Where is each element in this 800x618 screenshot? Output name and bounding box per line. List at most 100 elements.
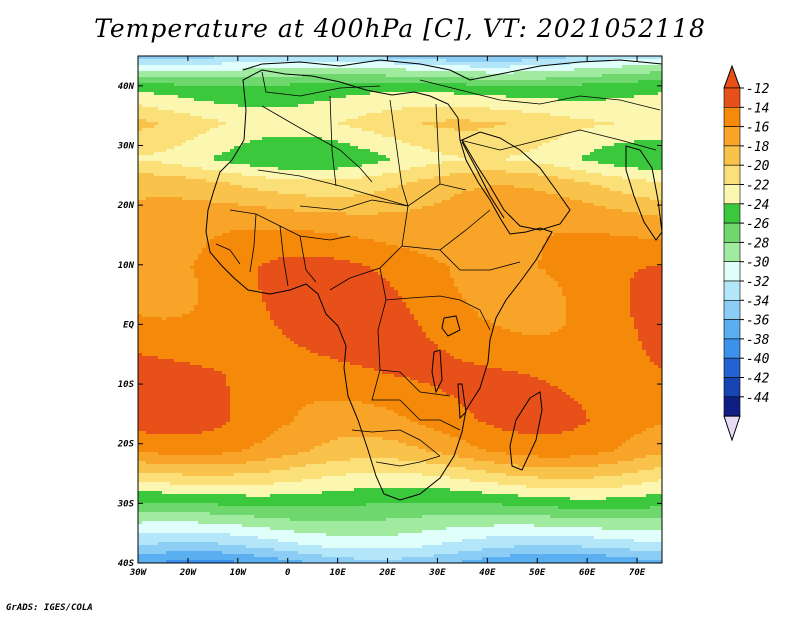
- field-cell: [138, 164, 183, 168]
- field-cell: [634, 95, 662, 99]
- field-cell: [454, 194, 559, 198]
- field-cell: [410, 143, 543, 147]
- field-cell: [186, 140, 251, 144]
- field-cell: [522, 59, 611, 63]
- colorbar-box: [723, 87, 741, 108]
- field-cell: [182, 164, 251, 168]
- field-cell: [226, 122, 339, 126]
- field-cell: [142, 521, 199, 525]
- field-cell: [486, 449, 615, 453]
- field-cell: [138, 269, 195, 273]
- field-cell: [510, 65, 623, 69]
- field-cell: [518, 431, 563, 435]
- field-cell: [290, 518, 387, 522]
- field-cell: [138, 503, 219, 507]
- field-cell: [438, 347, 643, 351]
- field-cell: [466, 158, 507, 162]
- field-cell: [202, 116, 359, 120]
- field-cell: [458, 401, 579, 405]
- field-cell: [638, 212, 662, 216]
- field-cell: [138, 155, 215, 159]
- field-cell: [338, 233, 555, 237]
- field-cell: [586, 416, 662, 420]
- field-cell: [542, 245, 662, 249]
- field-cell: [462, 359, 651, 363]
- field-cell: [278, 167, 339, 171]
- lat-tick-label: 20S: [117, 440, 135, 450]
- field-cell: [494, 524, 535, 528]
- field-cell: [626, 440, 662, 444]
- field-cell: [170, 482, 275, 486]
- field-cell: [634, 272, 662, 276]
- field-cell: [138, 317, 163, 321]
- field-cell: [222, 452, 299, 456]
- field-cell: [258, 266, 371, 270]
- field-cell: [658, 365, 662, 369]
- field-cell: [270, 317, 415, 321]
- field-cell: [634, 458, 662, 462]
- field-cell: [478, 170, 507, 174]
- field-cell: [290, 83, 467, 87]
- colorbar-box: [723, 145, 741, 166]
- field-cell: [566, 305, 631, 309]
- lat-tick-label: 10N: [118, 261, 135, 271]
- field-cell: [270, 260, 351, 264]
- field-cell: [322, 554, 435, 558]
- field-cell: [138, 557, 279, 561]
- field-cell: [362, 263, 447, 267]
- field-cell: [634, 140, 662, 144]
- field-cell: [138, 248, 203, 252]
- field-cell: [214, 155, 387, 159]
- field-cell: [298, 551, 459, 555]
- field-cell: [138, 410, 231, 414]
- field-cell: [138, 101, 215, 105]
- field-cell: [622, 485, 662, 489]
- field-cell: [546, 77, 662, 81]
- field-cell: [258, 281, 391, 285]
- field-cell: [226, 380, 419, 384]
- field-cell: [622, 473, 662, 477]
- colorbar-box: [723, 319, 741, 340]
- field-cell: [466, 440, 627, 444]
- field-cell: [258, 188, 387, 192]
- field-cell: [502, 368, 662, 372]
- field-cell: [138, 242, 207, 246]
- field-cell: [138, 230, 231, 234]
- field-cell: [138, 182, 231, 186]
- field-cell: [270, 527, 447, 531]
- field-cell: [510, 329, 559, 333]
- temperature-field: [138, 56, 662, 563]
- field-cell: [250, 140, 339, 144]
- field-cell: [278, 428, 435, 432]
- field-cell: [374, 131, 571, 135]
- field-cell: [422, 545, 515, 549]
- colorbar-label: -22: [746, 179, 770, 194]
- field-cell: [230, 419, 295, 423]
- field-cell: [442, 152, 523, 156]
- field-cell: [346, 95, 507, 99]
- field-cell: [142, 128, 211, 132]
- field-cell: [138, 446, 251, 450]
- field-cell: [630, 305, 662, 309]
- field-cell: [138, 110, 175, 114]
- field-cell: [138, 425, 223, 429]
- field-cell: [262, 440, 331, 444]
- field-cell: [414, 317, 483, 321]
- field-cell: [138, 218, 662, 222]
- field-cell: [230, 395, 455, 399]
- field-cell: [618, 446, 662, 450]
- field-cell: [138, 209, 295, 213]
- field-cell: [198, 134, 383, 138]
- field-cell: [274, 323, 419, 327]
- field-cell: [610, 59, 662, 63]
- field-cell: [630, 293, 662, 297]
- field-cell: [138, 206, 267, 210]
- field-cell: [398, 245, 543, 249]
- field-cell: [634, 323, 662, 327]
- field-cell: [542, 143, 615, 147]
- field-cell: [594, 125, 662, 129]
- field-cell: [358, 146, 423, 150]
- field-cell: [466, 83, 583, 87]
- field-cell: [378, 161, 443, 165]
- field-cell: [638, 332, 662, 336]
